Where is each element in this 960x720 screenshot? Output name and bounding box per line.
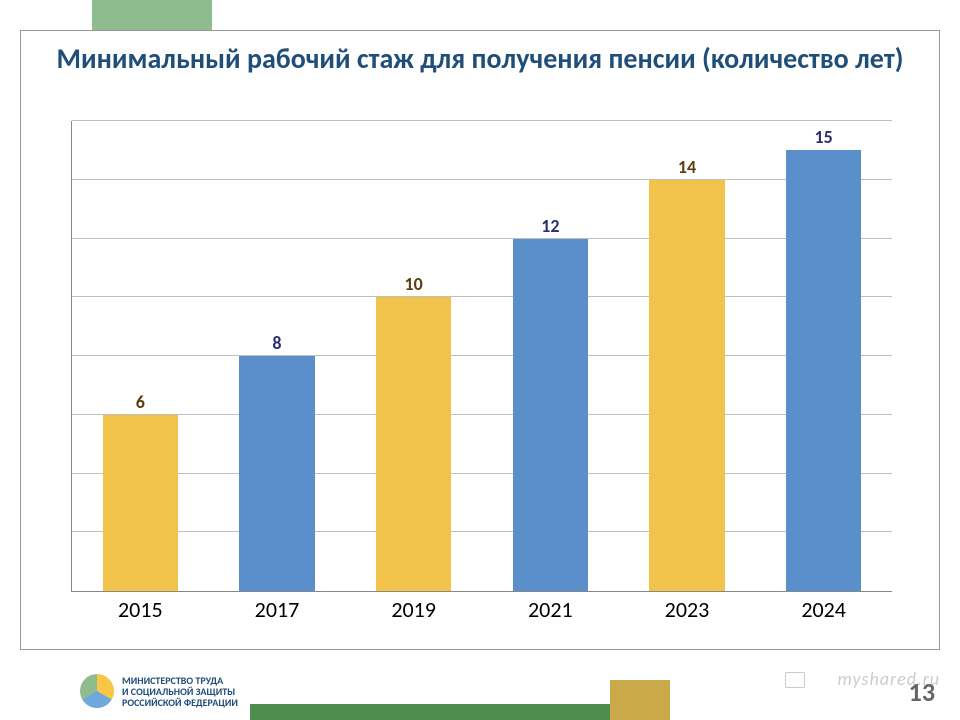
bar-label-2015: 6 — [103, 391, 178, 413]
decor-footer-yellow — [610, 680, 670, 720]
xtick-2015: 2015 — [72, 596, 209, 623]
footer: МИНИСТЕРСТВО ТРУДА И СОЦИАЛЬНОЙ ЗАЩИТЫ Р… — [0, 660, 960, 720]
page-number: 13 — [909, 676, 935, 708]
ministry-line3: РОССИЙСКОЙ ФЕДЕРАЦИИ — [122, 697, 238, 708]
chart-container: Минимальный рабочий стаж для получения п… — [20, 30, 940, 650]
chart-title: Минимальный рабочий стаж для получения п… — [21, 41, 939, 76]
plot-area: 6201582017102019122021142023152024 — [71, 121, 892, 592]
decor-top-green — [92, 0, 212, 30]
gridline — [72, 355, 892, 356]
bar-2017: 8 — [239, 356, 314, 591]
xtick-2019: 2019 — [345, 596, 482, 623]
gridline — [72, 296, 892, 297]
bar-label-2019: 10 — [376, 273, 451, 295]
watermark-icon — [785, 672, 805, 688]
ministry-line2: И СОЦИАЛЬНОЙ ЗАЩИТЫ — [122, 686, 238, 697]
gridline — [72, 238, 892, 239]
ministry-line1: МИНИСТЕРСТВО ТРУДА — [122, 675, 238, 686]
bar-label-2024: 15 — [786, 126, 861, 148]
bar-2015: 6 — [103, 415, 178, 591]
ministry-text: МИНИСТЕРСТВО ТРУДА И СОЦИАЛЬНОЙ ЗАЩИТЫ Р… — [122, 675, 238, 708]
xtick-2021: 2021 — [482, 596, 619, 623]
xtick-2024: 2024 — [755, 596, 892, 623]
bar-label-2017: 8 — [239, 332, 314, 354]
decor-footer-green — [250, 704, 610, 720]
gridline — [72, 179, 892, 180]
bar-label-2023: 14 — [649, 156, 724, 178]
bar-2021: 12 — [513, 239, 588, 592]
gridline — [72, 414, 892, 415]
xtick-2023: 2023 — [619, 596, 756, 623]
bar-2024: 15 — [786, 150, 861, 591]
ministry-logo: МИНИСТЕРСТВО ТРУДА И СОЦИАЛЬНОЙ ЗАЩИТЫ Р… — [80, 674, 238, 708]
gridline — [72, 531, 892, 532]
bar-2019: 10 — [376, 297, 451, 591]
bar-label-2021: 12 — [513, 215, 588, 237]
gridline — [72, 120, 892, 121]
bar-2023: 14 — [649, 180, 724, 591]
gridline — [72, 473, 892, 474]
logo-icon — [80, 674, 114, 708]
xtick-2017: 2017 — [209, 596, 346, 623]
